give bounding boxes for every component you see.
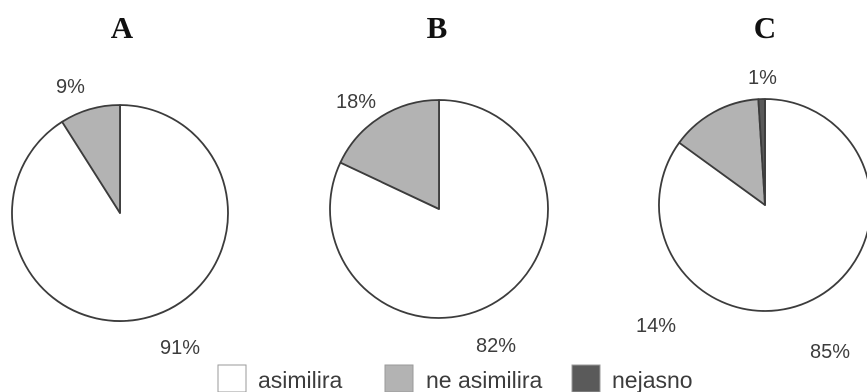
slice-label: 82%	[476, 335, 516, 357]
pie-slice-ne-asimilira	[61, 104, 121, 214]
slice-label: 85%	[810, 341, 850, 363]
legend: asimilira ne asimilira nejasno	[217, 364, 693, 392]
pie-title: A	[111, 10, 134, 45]
slice-label: 14%	[636, 315, 676, 337]
legend-swatch	[217, 364, 247, 392]
legend-label: ne asimilira	[426, 367, 543, 392]
pie-title: B	[427, 10, 448, 45]
slice-label: 1%	[748, 67, 777, 89]
legend-label: nejasno	[612, 367, 693, 392]
slice-label: 9%	[56, 76, 85, 98]
slice-label: 18%	[336, 91, 376, 113]
pie-slice-ne-asimilira	[678, 98, 766, 206]
pie-slice-nejasno	[757, 98, 766, 206]
legend-swatch	[384, 364, 414, 392]
pie-slice-ne-asimilira	[339, 99, 440, 210]
slice-label: 91%	[160, 337, 200, 359]
legend-swatch	[571, 364, 601, 392]
legend-item-ne-asimilira: ne asimilira	[384, 364, 543, 392]
pie-title: C	[754, 10, 776, 45]
pie-chart-c: C 85% 14% 1%	[636, 10, 867, 363]
legend-item-asimilira: asimilira	[217, 364, 343, 392]
legend-item-nejasno: nejasno	[571, 364, 693, 392]
pie-chart-b: B 82% 18%	[329, 10, 549, 357]
pie-slice-asimilira	[658, 98, 867, 312]
legend-label: asimilira	[258, 367, 343, 392]
pie-chart-a: A 91% 9%	[11, 10, 229, 359]
